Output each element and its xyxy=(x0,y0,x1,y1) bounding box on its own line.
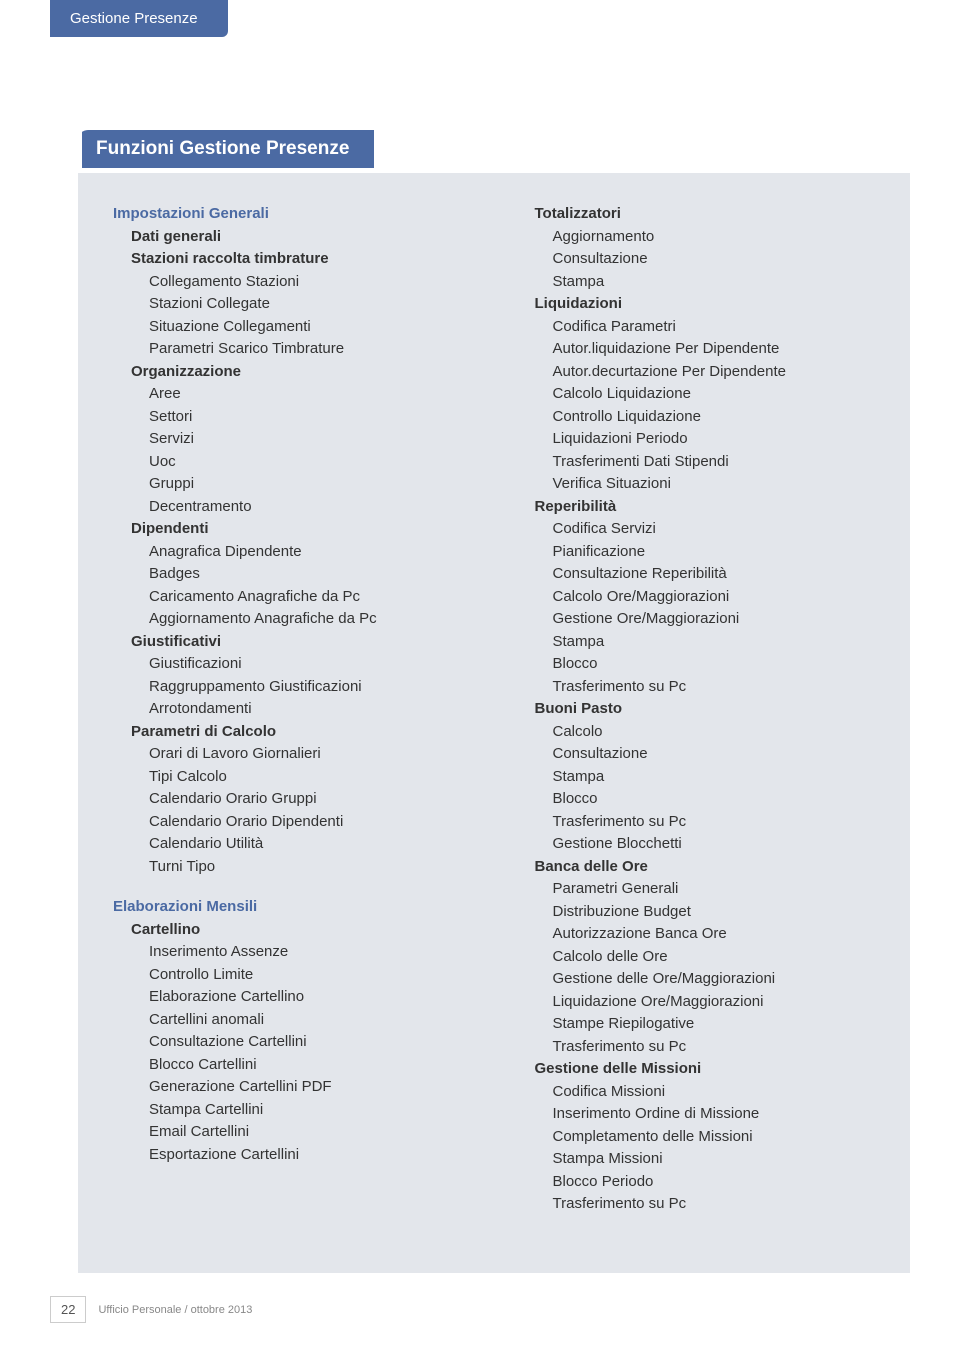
list-item: Liquidazione Ore/Maggiorazioni xyxy=(553,991,881,1014)
group-heading: Dati generali xyxy=(131,226,477,249)
list-item: Raggruppamento Giustificazioni xyxy=(149,676,477,699)
list-item: Anagrafica Dipendente xyxy=(149,541,477,564)
list-item: Liquidazioni Periodo xyxy=(553,428,881,451)
list-item: Consultazione xyxy=(553,743,881,766)
list-item: Autor.liquidazione Per Dipendente xyxy=(553,338,881,361)
list-item: Completamento delle Missioni xyxy=(553,1126,881,1149)
list-item: Trasferimento su Pc xyxy=(553,1193,881,1216)
group-heading: Dipendenti xyxy=(131,518,477,541)
list-item: Stampa Missioni xyxy=(553,1148,881,1171)
list-item: Consultazione Reperibilità xyxy=(553,563,881,586)
list-item: Inserimento Assenze xyxy=(149,941,477,964)
list-item: Distribuzione Budget xyxy=(553,901,881,924)
list-item: Autor.decurtazione Per Dipendente xyxy=(553,361,881,384)
list-item: Orari di Lavoro Giornalieri xyxy=(149,743,477,766)
list-item: Calendario Utilità xyxy=(149,833,477,856)
list-item: Stampa xyxy=(553,271,881,294)
list-item: Inserimento Ordine di Missione xyxy=(553,1103,881,1126)
list-item: Codifica Parametri xyxy=(553,316,881,339)
section-heading: Elaborazioni Mensili xyxy=(113,896,477,919)
list-item: Aggiornamento Anagrafiche da Pc xyxy=(149,608,477,631)
list-item: Gestione delle Ore/Maggiorazioni xyxy=(553,968,881,991)
list-item: Consultazione Cartellini xyxy=(149,1031,477,1054)
list-item: Trasferimento su Pc xyxy=(553,811,881,834)
list-item: Verifica Situazioni xyxy=(553,473,881,496)
list-item: Gruppi xyxy=(149,473,477,496)
list-item: Caricamento Anagrafiche da Pc xyxy=(149,586,477,609)
group-heading: Banca delle Ore xyxy=(535,856,881,879)
list-item: Stazioni Collegate xyxy=(149,293,477,316)
list-item: Codifica Servizi xyxy=(553,518,881,541)
list-item: Calcolo xyxy=(553,721,881,744)
list-item: Arrotondamenti xyxy=(149,698,477,721)
list-item: Trasferimento su Pc xyxy=(553,1036,881,1059)
list-item: Stampe Riepilogative xyxy=(553,1013,881,1036)
footer: 22 Ufficio Personale / ottobre 2013 xyxy=(50,1296,252,1323)
list-item: Stampa Cartellini xyxy=(149,1099,477,1122)
group-heading: Stazioni raccolta timbrature xyxy=(131,248,477,271)
list-item: Parametri Scarico Timbrature xyxy=(149,338,477,361)
list-item: Calendario Orario Gruppi xyxy=(149,788,477,811)
list-item: Gestione Ore/Maggiorazioni xyxy=(553,608,881,631)
list-item: Email Cartellini xyxy=(149,1121,477,1144)
list-item: Controllo Liquidazione xyxy=(553,406,881,429)
list-item: Stampa xyxy=(553,631,881,654)
list-item: Consultazione xyxy=(553,248,881,271)
left-column: Impostazioni Generali Dati generali Staz… xyxy=(113,203,477,1243)
group-heading: Gestione delle Missioni xyxy=(535,1058,881,1081)
list-item: Blocco xyxy=(553,788,881,811)
list-item: Pianificazione xyxy=(553,541,881,564)
footer-text: Ufficio Personale / ottobre 2013 xyxy=(98,1304,252,1316)
group-heading: Totalizzatori xyxy=(535,203,881,226)
list-item: Aggiornamento xyxy=(553,226,881,249)
list-item: Trasferimenti Dati Stipendi xyxy=(553,451,881,474)
content-area: Impostazioni Generali Dati generali Staz… xyxy=(78,173,910,1273)
list-item: Autorizzazione Banca Ore xyxy=(553,923,881,946)
group-heading: Liquidazioni xyxy=(535,293,881,316)
list-item: Blocco Cartellini xyxy=(149,1054,477,1077)
page-number: 22 xyxy=(50,1296,86,1323)
group-heading: Cartellino xyxy=(131,919,477,942)
section-title: Funzioni Gestione Presenze xyxy=(78,130,374,168)
list-item: Collegamento Stazioni xyxy=(149,271,477,294)
group-heading: Parametri di Calcolo xyxy=(131,721,477,744)
list-item: Codifica Missioni xyxy=(553,1081,881,1104)
list-item: Gestione Blocchetti xyxy=(553,833,881,856)
header-tab: Gestione Presenze xyxy=(50,0,228,37)
group-heading: Reperibilità xyxy=(535,496,881,519)
list-item: Controllo Limite xyxy=(149,964,477,987)
group-heading: Buoni Pasto xyxy=(535,698,881,721)
section-heading: Impostazioni Generali xyxy=(113,203,477,226)
list-item: Aree xyxy=(149,383,477,406)
list-item: Servizi xyxy=(149,428,477,451)
list-item: Tipi Calcolo xyxy=(149,766,477,789)
list-item: Stampa xyxy=(553,766,881,789)
list-item: Uoc xyxy=(149,451,477,474)
list-item: Calendario Orario Dipendenti xyxy=(149,811,477,834)
list-item: Situazione Collegamenti xyxy=(149,316,477,339)
list-item: Trasferimento su Pc xyxy=(553,676,881,699)
list-item: Calcolo delle Ore xyxy=(553,946,881,969)
list-item: Blocco xyxy=(553,653,881,676)
list-item: Blocco Periodo xyxy=(553,1171,881,1194)
list-item: Esportazione Cartellini xyxy=(149,1144,477,1167)
list-item: Calcolo Liquidazione xyxy=(553,383,881,406)
list-item: Generazione Cartellini PDF xyxy=(149,1076,477,1099)
list-item: Turni Tipo xyxy=(149,856,477,879)
list-item: Calcolo Ore/Maggiorazioni xyxy=(553,586,881,609)
list-item: Settori xyxy=(149,406,477,429)
list-item: Badges xyxy=(149,563,477,586)
list-item: Elaborazione Cartellino xyxy=(149,986,477,1009)
list-item: Giustificazioni xyxy=(149,653,477,676)
right-column: Totalizzatori Aggiornamento Consultazion… xyxy=(517,203,881,1243)
group-heading: Organizzazione xyxy=(131,361,477,384)
list-item: Parametri Generali xyxy=(553,878,881,901)
list-item: Decentramento xyxy=(149,496,477,519)
list-item: Cartellini anomali xyxy=(149,1009,477,1032)
group-heading: Giustificativi xyxy=(131,631,477,654)
